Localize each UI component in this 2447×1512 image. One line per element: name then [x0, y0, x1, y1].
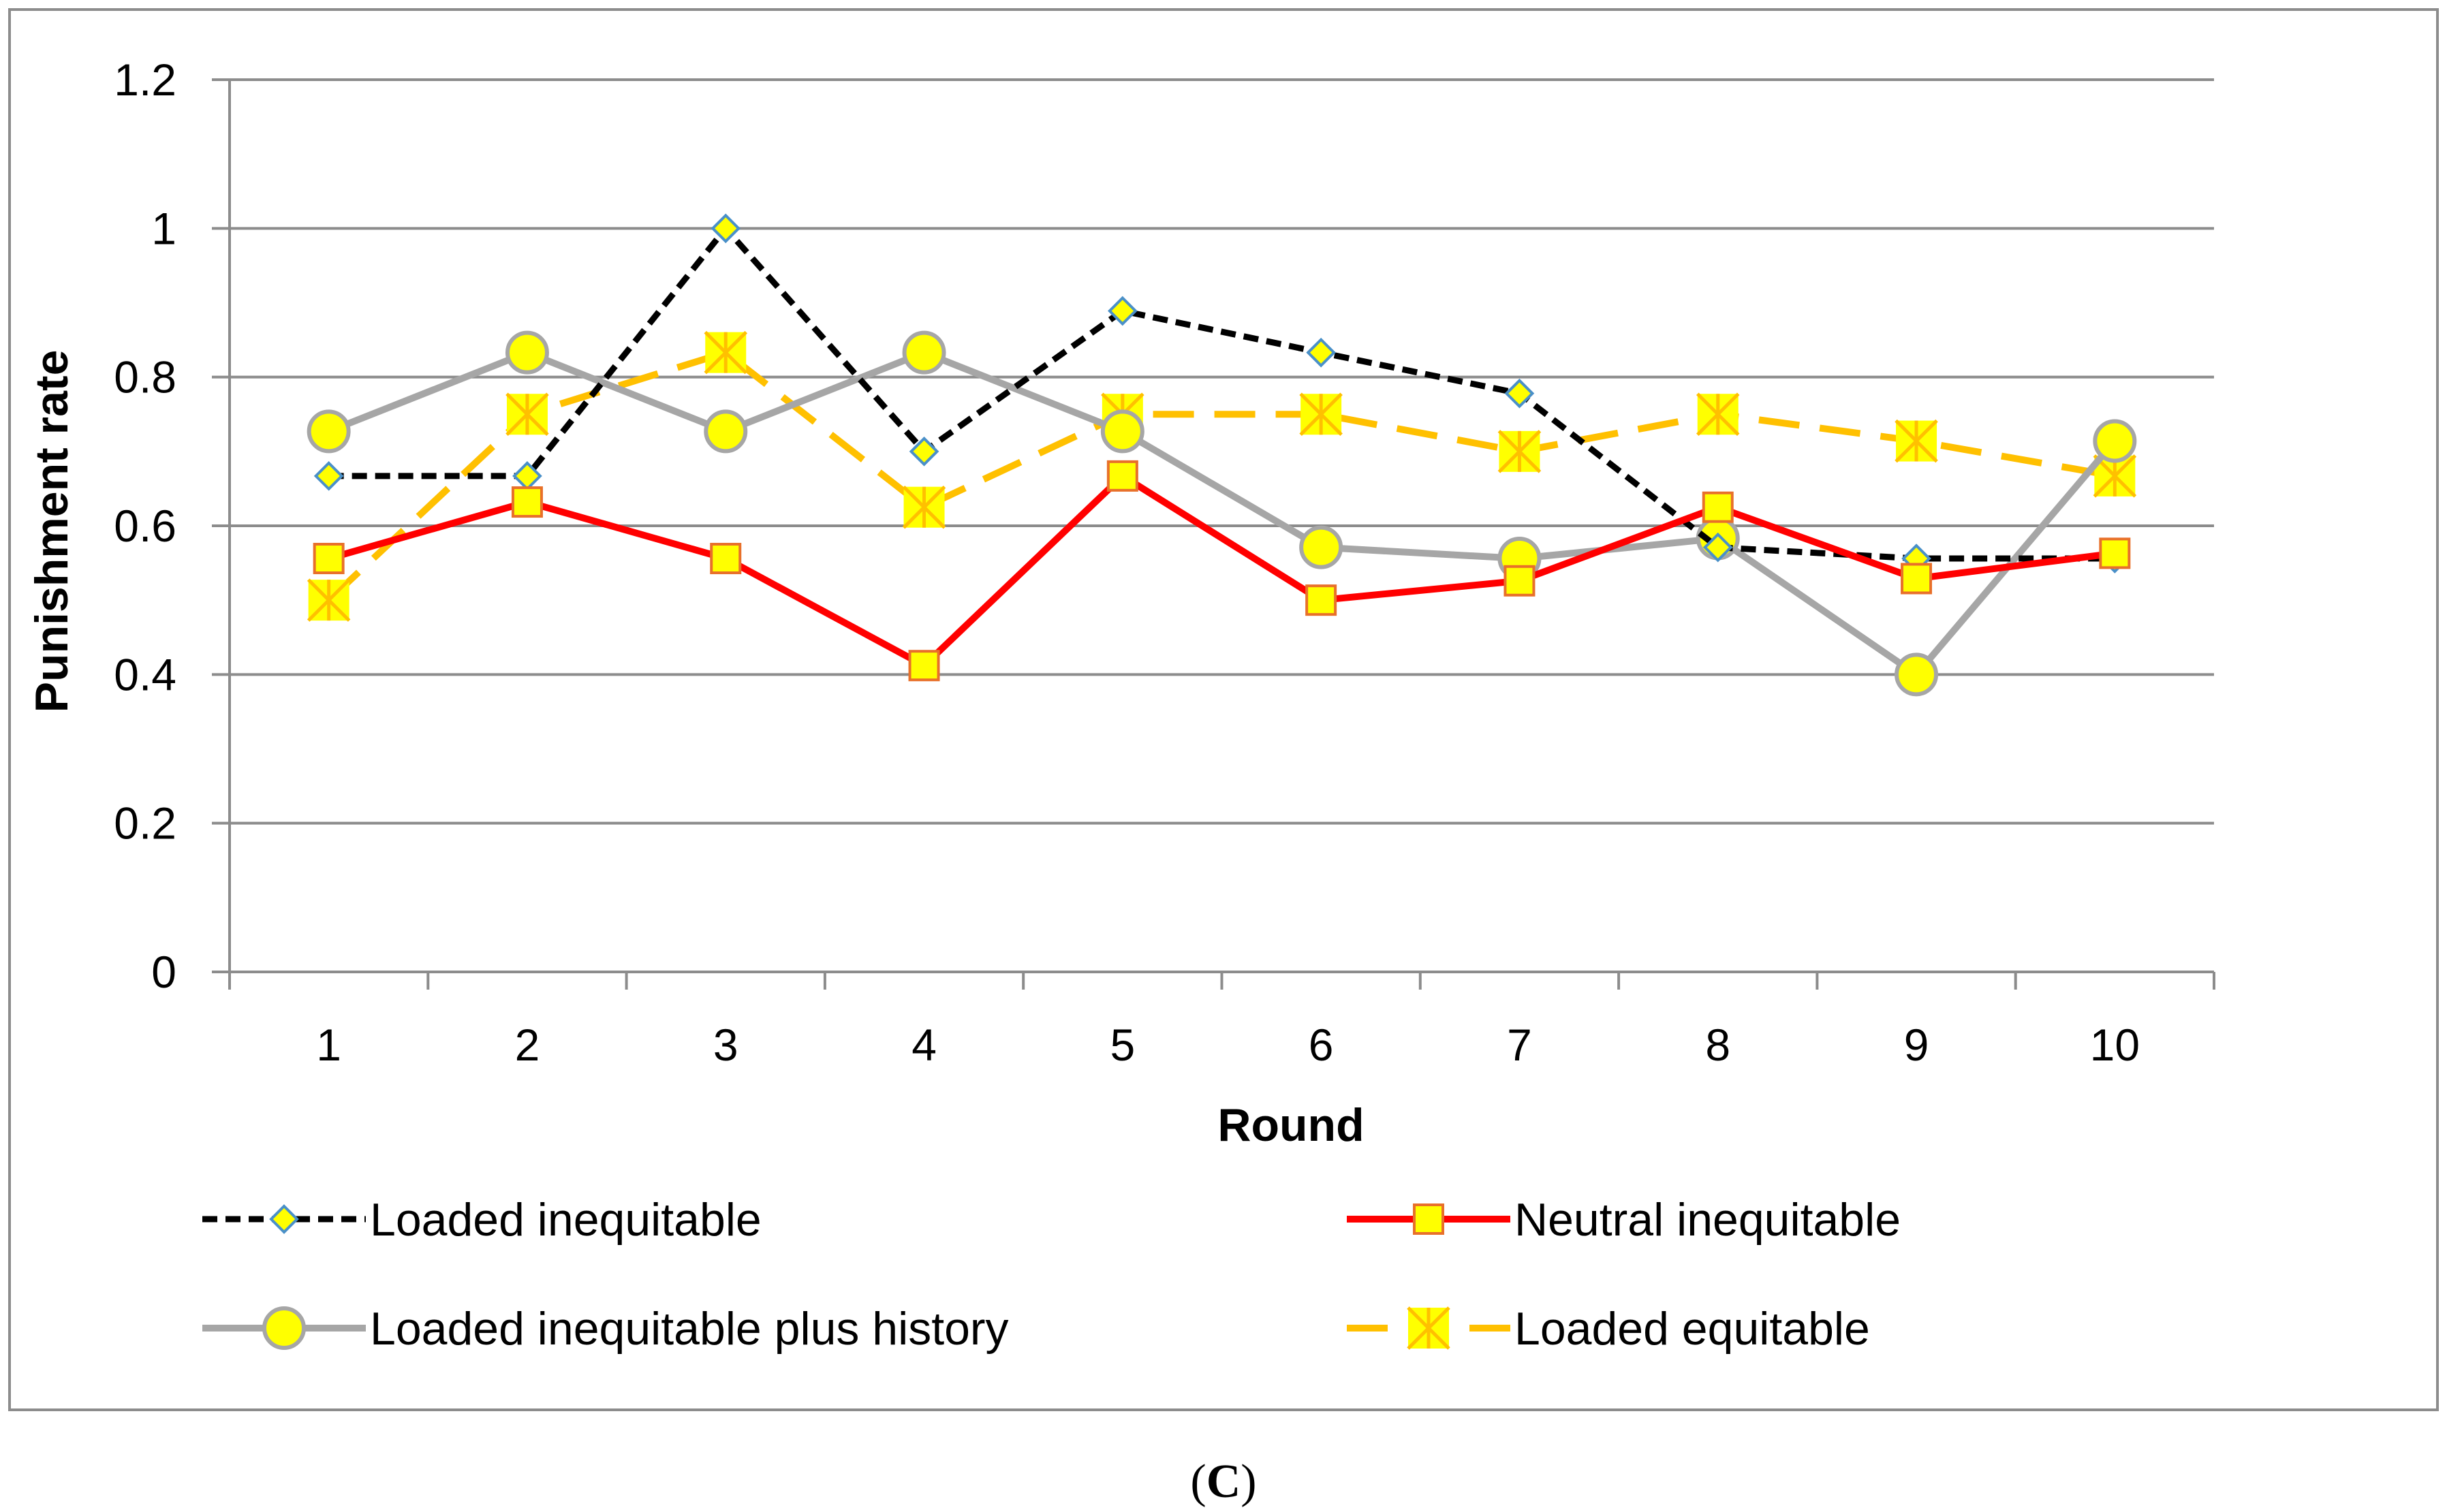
x-tick-labels: 1 2 3 4 5 6 7 8 9 10: [316, 1020, 2140, 1070]
gridlines: [230, 78, 2214, 825]
x-tick-label: 3: [713, 1020, 738, 1070]
y-tick-label: 0.6: [114, 501, 176, 551]
x-axis-title: Round: [1217, 1099, 1364, 1151]
legend-swatch-marker: [269, 1204, 299, 1234]
data-point: [1305, 584, 1337, 616]
data-point: [902, 485, 946, 529]
data-point: [1503, 565, 1536, 597]
axes: [212, 78, 2215, 990]
chart-frame: [8, 8, 2439, 1411]
y-tick-label: 0: [151, 947, 176, 997]
legend-item: Loaded inequitable plus history: [202, 1303, 1009, 1355]
y-tick-label: 0.4: [114, 649, 176, 699]
series-2: [313, 460, 2131, 682]
x-tick-label: 2: [515, 1020, 540, 1070]
legend-swatch-marker: [1407, 1306, 1450, 1350]
data-point: [902, 330, 946, 375]
x-tick-label: 4: [911, 1020, 937, 1070]
y-tick-label: 0.2: [114, 798, 176, 849]
x-tick-label: 7: [1507, 1020, 1532, 1070]
data-point: [505, 392, 549, 437]
y-axis-title: Punishment rate: [26, 350, 78, 713]
data-point: [1895, 419, 1938, 463]
x-tick-label: 1: [316, 1020, 341, 1070]
x-tick-label: 6: [1309, 1020, 1334, 1070]
data-point: [711, 213, 741, 244]
series-line: [327, 349, 2118, 678]
legend-label: Loaded inequitable plus history: [370, 1303, 1009, 1355]
figure-caption: (C): [1190, 1455, 1256, 1508]
series-line: [328, 225, 2115, 562]
series-line: [326, 349, 2116, 603]
series-3: [307, 330, 2137, 697]
legend: Loaded inequitable Neutral inequitable Loa…: [202, 1194, 1901, 1355]
legend-label: Loaded inequitable: [370, 1194, 762, 1246]
series-4: [307, 330, 2137, 622]
data-point: [307, 409, 351, 454]
series-group: [307, 213, 2137, 697]
data-point: [1504, 378, 1535, 409]
data-point: [1306, 337, 1336, 368]
x-tick-label: 8: [1705, 1020, 1730, 1070]
legend-swatch-marker: [1413, 1203, 1444, 1235]
data-point: [1901, 563, 1933, 595]
data-point: [704, 330, 748, 375]
data-point: [2093, 419, 2137, 463]
data-point: [1696, 392, 1740, 437]
legend-label: Neutral inequitable: [1514, 1194, 1901, 1246]
y-tick-label: 1.2: [114, 54, 176, 105]
caption-paren-open: (: [1190, 1455, 1206, 1508]
x-tick-label: 9: [1904, 1020, 1929, 1070]
data-point: [908, 650, 940, 682]
y-tick-label: 1: [151, 203, 176, 253]
data-point: [2099, 537, 2131, 569]
caption-letter: C: [1206, 1455, 1241, 1508]
data-point: [1106, 460, 1138, 492]
caption-paren-close: ): [1241, 1455, 1256, 1508]
data-point: [307, 578, 351, 622]
legend-swatch-marker: [262, 1306, 306, 1350]
data-point: [704, 409, 748, 454]
data-point: [505, 330, 549, 375]
data-point: [1299, 525, 1343, 569]
legend-label: Loaded equitable: [1514, 1303, 1870, 1355]
y-tick-label: 0.8: [114, 352, 176, 403]
data-point: [511, 486, 543, 518]
data-point: [1497, 430, 1542, 473]
data-point: [313, 543, 345, 575]
legend-item: Loaded inequitable: [202, 1194, 762, 1246]
legend-item: Loaded equitable: [1347, 1303, 1870, 1355]
data-point: [1108, 296, 1138, 326]
data-point: [1100, 409, 1144, 454]
data-point: [1702, 532, 1733, 563]
data-point: [1895, 652, 1939, 697]
legend-item: Neutral inequitable: [1347, 1194, 1901, 1246]
data-point: [710, 543, 742, 575]
x-tick-label: 5: [1110, 1020, 1135, 1070]
series-line: [328, 472, 2115, 670]
data-point: [313, 461, 344, 491]
data-point: [1299, 392, 1343, 437]
y-tick-labels: 0 0.2 0.4 0.6 0.8 1 1.2: [114, 54, 176, 997]
x-tick-label: 10: [2090, 1020, 2140, 1070]
data-point: [909, 437, 939, 467]
data-point: [1702, 491, 1734, 523]
